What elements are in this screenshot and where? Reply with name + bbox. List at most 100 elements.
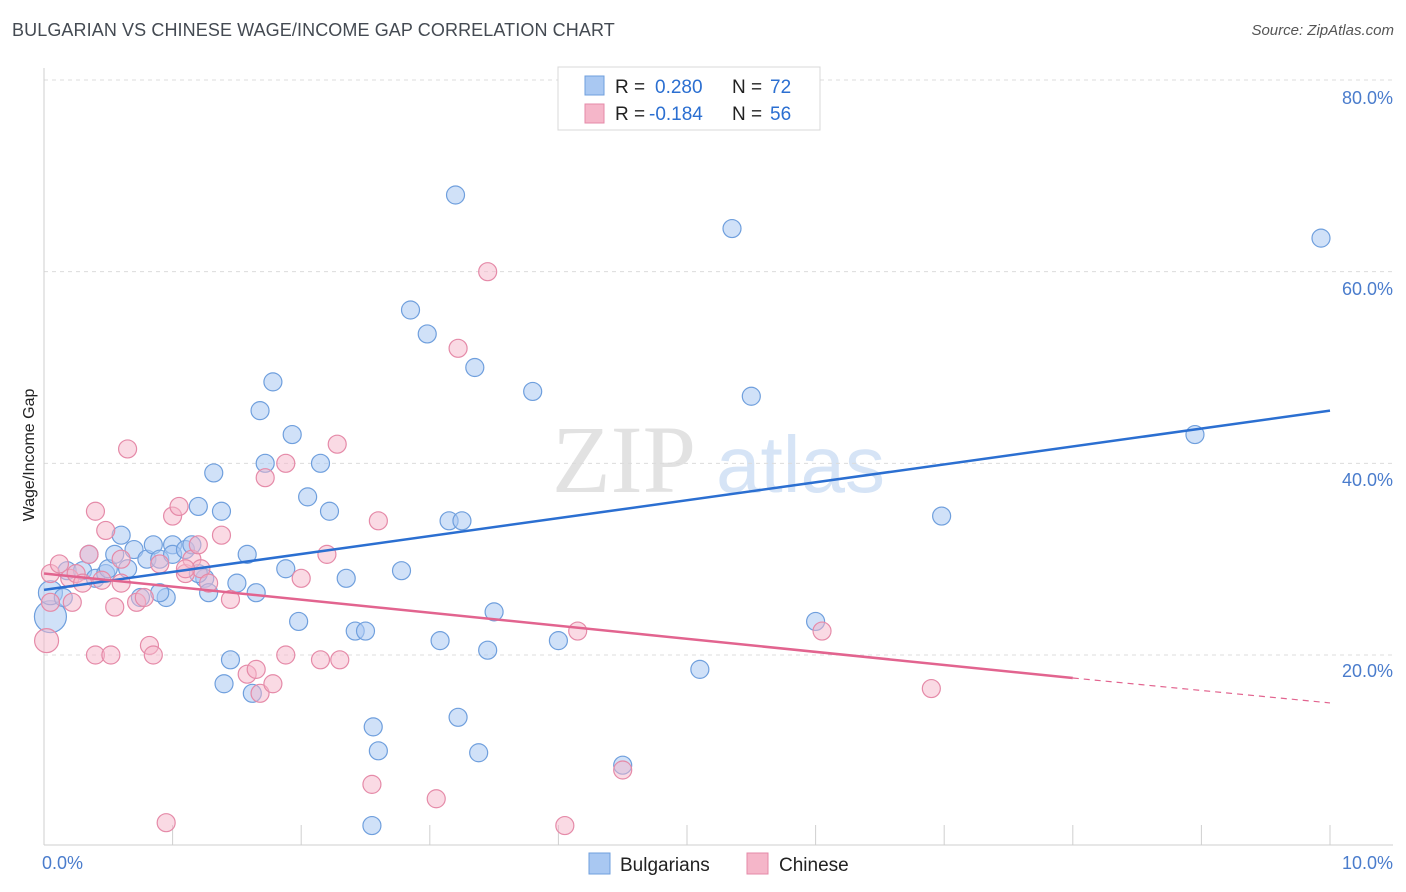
bulgarians-point-55 [452,511,472,531]
bulgarians-point-25 [204,463,224,483]
bulgarians-point-45 [363,717,383,737]
y-tick-80: 80.0% [1342,88,1393,108]
legend-r-value-1: 0.280 [655,77,703,98]
chinese-point-9 [85,501,106,521]
chinese-point-13 [105,597,125,617]
legend-r-value-2: -0.184 [649,104,703,125]
bulgarians-point-51 [430,631,450,651]
y-tick-20: 20.0% [1342,661,1393,681]
chinese-point-4 [62,592,82,612]
bulgarians-point-12 [124,539,144,560]
chinese-point-15 [117,439,138,459]
chinese-point-12 [101,645,121,665]
chinese-point-34 [255,468,275,488]
y-axis-label: Wage/Income Gap [21,389,38,522]
chinese-point-53 [40,592,61,612]
bulgarians-point-41 [319,501,340,521]
legend-n-label-2: N = [732,104,762,125]
chinese-point-19 [143,645,163,665]
bulgarians-point-60 [523,381,543,402]
x-tick-10: 10.0% [1342,853,1393,873]
bulgarians-point-69 [1311,228,1331,248]
bulgarians-point-42 [336,568,356,588]
bulgarians-point-58 [478,640,498,660]
chinese-point-46 [448,338,468,358]
chinese-points [33,262,941,836]
chinese-point-40 [317,544,337,564]
chinese-trend-extension [1072,677,1331,704]
chinese-point-51 [812,621,832,641]
bulgarians-point-54 [448,707,468,727]
chinese-point-7 [79,544,99,564]
legend-r-label-1: R = [615,77,645,98]
chinese-point-29 [211,525,232,545]
chinese-point-28 [199,573,219,593]
chinese-point-14 [111,549,131,569]
chinese-point-2 [49,554,70,574]
legend-swatch-bulgarians [584,75,605,96]
bulgarians-point-44 [355,621,376,641]
chinese-point-33 [250,683,270,703]
chinese-point-39 [310,650,331,670]
chinese-point-36 [276,645,296,665]
bulgarians-point-57 [469,743,489,763]
series-legend: Bulgarians Chinese [588,852,849,876]
watermark-atlas: atlas [716,420,885,509]
chinese-point-17 [134,587,154,608]
bulgarians-point-39 [298,487,318,507]
chinese-point-11 [96,520,116,541]
chinese-point-26 [188,535,208,555]
chinese-point-23 [169,496,189,517]
bulgarians-point-40 [310,453,331,473]
bulgarians-points [33,185,1331,836]
chinese-point-49 [568,621,588,641]
chart-title: BULGARIAN VS CHINESE WAGE/INCOME GAP COR… [12,20,615,40]
chinese-point-20 [150,554,170,574]
bulgarians-point-33 [250,401,270,421]
bulgarians-point-48 [391,561,412,581]
chinese-trend-line [43,572,1073,680]
watermark-zip: ZIP [552,406,696,513]
bottom-legend-swatch-bulgarians [588,852,611,875]
bulgarians-point-29 [227,573,247,593]
bulgarians-point-61 [548,631,569,651]
bulgarians-point-22 [188,496,208,517]
bulgarians-point-56 [465,357,485,378]
bulgarians-point-47 [362,815,382,836]
bulgarians-point-64 [722,218,742,239]
gridlines [44,79,1393,656]
y-tick-60: 60.0% [1342,279,1393,299]
chinese-point-32 [246,659,266,679]
bulgarians-point-65 [741,386,761,406]
chinese-point-35 [263,674,283,694]
bulgarians-point-28 [220,650,241,670]
bulgarians-point-35 [263,372,283,392]
chinese-point-38 [291,568,311,588]
bulgarians-point-32 [246,583,266,603]
bulgarians-point-46 [368,741,388,761]
bulgarians-point-53 [445,185,466,205]
axes [43,68,1393,846]
bulgarians-point-38 [289,611,309,632]
legend-n-value-1: 72 [770,77,791,98]
chinese-point-50 [613,760,633,780]
legend-n-label-1: N = [732,77,762,98]
chinese-point-45 [426,789,446,809]
bulgarians-point-37 [282,424,302,445]
y-tick-40: 40.0% [1342,470,1393,490]
chinese-point-21 [156,813,176,833]
legend-r-label-2: R = [615,104,645,125]
chinese-point-41 [327,434,347,454]
chinese-point-47 [478,262,498,282]
bulgarians-point-30 [237,544,257,564]
bulgarians-trend-line [43,409,1331,592]
chinese-point-42 [330,650,350,670]
x-tick-0: 0.0% [42,853,83,873]
bulgarians-point-27 [214,674,234,694]
bulgarians-point-63 [690,659,710,679]
chinese-point-30 [220,589,241,610]
chinese-point-37 [276,453,296,473]
trend-lines [43,409,1331,704]
correlation-legend: R = 0.280 N = 72 R = -0.184 N = 56 [557,66,821,131]
